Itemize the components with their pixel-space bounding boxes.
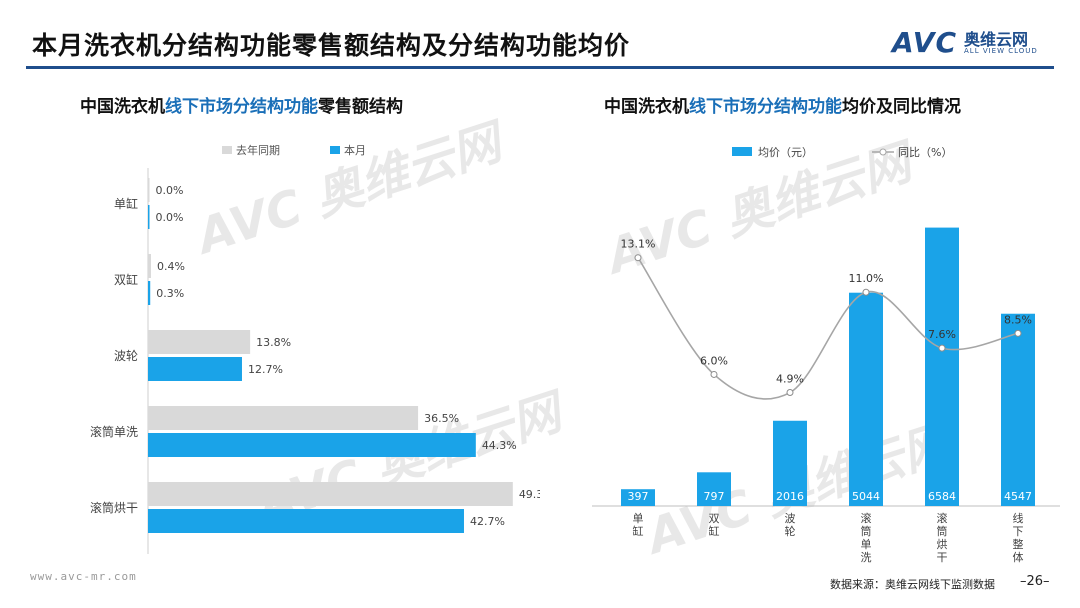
- bar-this-month: [148, 433, 476, 457]
- bar-this-month: [148, 205, 150, 229]
- bar-this-month: [148, 357, 242, 381]
- bar-value-label: 0.0%: [156, 184, 184, 197]
- price-value-label: 2016: [776, 490, 804, 503]
- left-chart-title-prefix: 中国洗衣机: [80, 97, 165, 117]
- yoy-point: [862, 288, 870, 296]
- right-combo-chart: 均价（元） 同比（%） 397 单缸 797 双缸 2016 波轮 5044 滚筒单洗 6584 滚筒…: [592, 146, 1060, 564]
- page-title: 本月洗衣机分结构功能零售额结构及分结构功能均价: [32, 31, 631, 60]
- footer-source: 数据来源：奥维云网线下监测数据: [830, 578, 995, 591]
- category-label: 双缸: [709, 512, 720, 538]
- bar-this-month: [148, 281, 151, 305]
- right-chart-title-prefix: 中国洗衣机: [604, 97, 689, 117]
- price-bar: [621, 489, 655, 506]
- category-label: 双缸: [114, 272, 138, 287]
- left-chart-title-suffix: 零售额结构: [318, 97, 403, 117]
- price-value-label: 397: [628, 490, 649, 503]
- left-chart-title-highlight: 线下市场分结构功能: [165, 97, 318, 117]
- right-chart-title: 中国洗衣机线下市场分结构功能均价及同比情况: [604, 92, 961, 117]
- right-chart-title-highlight: 线下市场分结构功能: [689, 97, 842, 117]
- price-bar: [697, 472, 731, 506]
- price-bar: [773, 420, 807, 506]
- footer-url: www.avc-mr.com: [30, 570, 137, 583]
- bar-last-year: [148, 406, 419, 430]
- bar-value-label: 36.5%: [424, 412, 459, 425]
- bar-value-label: 0.4%: [157, 260, 185, 273]
- price-bar: [849, 292, 883, 506]
- title-divider: [26, 66, 1054, 69]
- yoy-value-label: 6.0%: [700, 354, 728, 367]
- bar-last-year: [148, 330, 251, 354]
- yoy-point: [938, 344, 946, 352]
- price-value-label: 797: [704, 490, 725, 503]
- yoy-value-label: 4.9%: [776, 373, 804, 386]
- yoy-value-label: 13.1%: [621, 238, 656, 251]
- bar-value-label: 42.7%: [470, 515, 505, 528]
- bar-value-label: 49.3%: [519, 488, 540, 501]
- category-label: 滚筒烘干: [90, 500, 138, 515]
- category-label: 滚筒单洗: [90, 424, 138, 439]
- page-number: –26–: [1020, 574, 1050, 589]
- price-value-label: 5044: [852, 490, 880, 503]
- category-label: 滚筒烘干: [937, 511, 948, 564]
- bar-last-year: [148, 482, 513, 506]
- legend-label: 本月: [344, 143, 366, 157]
- price-bar: [925, 227, 959, 506]
- avc-logo: AVC 奥维云网 ALL VIEW CLOUD: [892, 26, 1062, 60]
- legend-label: 同比（%）: [898, 146, 952, 159]
- bar-last-year: [148, 254, 151, 278]
- logo-mark: AVC: [892, 26, 957, 59]
- legend-label: 均价（元）: [758, 146, 813, 159]
- category-label: 滚筒单洗: [861, 511, 872, 564]
- logo-chinese-name: 奥维云网: [964, 30, 1029, 49]
- yoy-value-label: 7.6%: [928, 328, 956, 341]
- category-label: 波轮: [114, 349, 138, 363]
- price-value-label: 6584: [928, 490, 956, 503]
- yoy-line: [637, 257, 1019, 400]
- yoy-point: [634, 254, 642, 262]
- left-chart-title: 中国洗衣机线下市场分结构功能零售额结构: [80, 92, 403, 117]
- legend-swatch: [330, 146, 340, 154]
- yoy-value-label: 11.0%: [849, 272, 884, 285]
- yoy-point: [710, 370, 718, 378]
- category-label: 单缸: [633, 512, 644, 538]
- bar-last-year: [148, 178, 150, 202]
- legend-label: 去年同期: [236, 143, 280, 157]
- bar-this-month: [148, 509, 464, 533]
- bar-value-label: 0.0%: [156, 211, 184, 224]
- bar-value-label: 44.3%: [482, 439, 517, 452]
- logo-english-name: ALL VIEW CLOUD: [964, 47, 1038, 55]
- legend-swatch: [222, 146, 232, 154]
- legend-swatch: [732, 147, 752, 156]
- legend-marker: [879, 148, 887, 156]
- bar-value-label: 12.7%: [248, 363, 283, 376]
- category-label: 单缸: [114, 196, 138, 211]
- category-label: 波轮: [785, 512, 796, 538]
- price-bar: [1001, 313, 1035, 506]
- bar-value-label: 13.8%: [256, 336, 291, 349]
- bar-value-label: 0.3%: [156, 287, 184, 300]
- yoy-value-label: 8.5%: [1004, 313, 1032, 326]
- right-chart-title-suffix: 均价及同比情况: [842, 97, 961, 117]
- yoy-point: [786, 389, 794, 397]
- yoy-point: [1014, 329, 1022, 337]
- price-value-label: 4547: [1004, 490, 1032, 503]
- category-label: 线下整体: [1013, 511, 1024, 564]
